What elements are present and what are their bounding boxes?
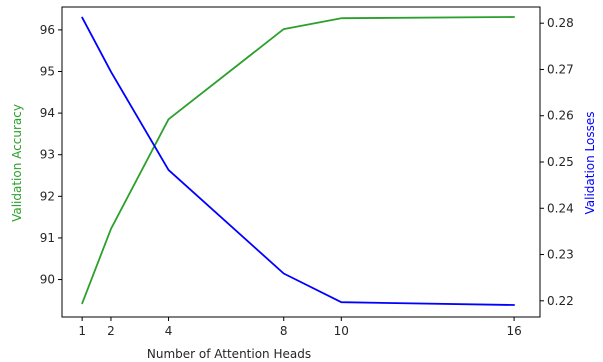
left-y-tick-label: 91: [40, 231, 55, 245]
x-tick-label: 2: [107, 324, 115, 338]
left-y-tick-label: 92: [40, 189, 55, 203]
loss-series-line: [81, 16, 515, 306]
right-y-axis-label: Validation Losses: [583, 111, 597, 214]
series-lines: [81, 16, 515, 306]
left-y-tick-label: 96: [40, 23, 55, 37]
left-y-tick-label: 95: [40, 64, 55, 78]
left-y-axis-label: Validation Accuracy: [10, 104, 24, 222]
left-y-tick-label: 93: [40, 148, 55, 162]
x-tick-label: 10: [334, 324, 349, 338]
x-axis-label: Number of Attention Heads: [147, 347, 311, 361]
x-tick-label: 1: [78, 324, 86, 338]
right-y-tick-label: 0.24: [547, 201, 574, 215]
right-y-tick-label: 0.28: [547, 16, 574, 30]
right-y-tick-label: 0.27: [547, 62, 574, 76]
plot-frame: [61, 6, 541, 318]
x-axis-ticks: 1 2 4 8 10 16: [78, 317, 522, 338]
right-y-axis-ticks: 0.22 0.23 0.24 0.25 0.26 0.27 0.28: [540, 16, 574, 308]
accuracy-series-line: [81, 16, 515, 305]
left-y-tick-label: 90: [40, 273, 55, 287]
x-tick-label: 8: [280, 324, 288, 338]
left-y-axis-ticks: 90 91 92 93 94 95 96: [40, 23, 62, 287]
x-tick-label: 4: [165, 324, 173, 338]
x-tick-label: 16: [506, 324, 521, 338]
right-y-tick-label: 0.22: [547, 294, 574, 308]
right-y-tick-label: 0.23: [547, 248, 574, 262]
right-y-tick-label: 0.26: [547, 109, 574, 123]
left-y-tick-label: 94: [40, 106, 55, 120]
right-y-tick-label: 0.25: [547, 155, 574, 169]
